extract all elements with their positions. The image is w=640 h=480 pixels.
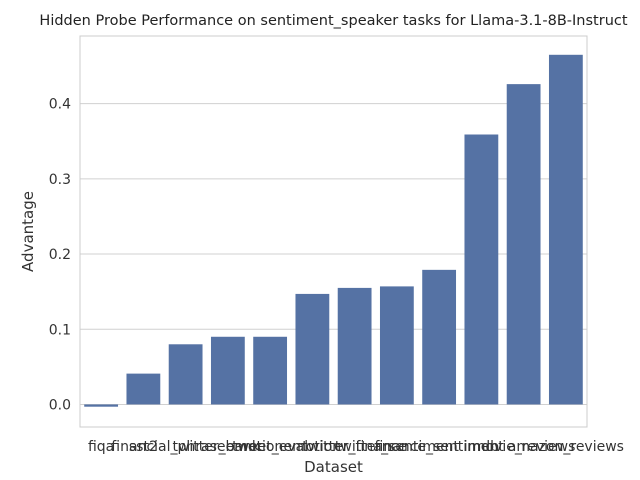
y-tick-label: 0.1	[49, 322, 71, 338]
bar-emotion	[295, 293, 330, 405]
chart-title: Hidden Probe Performance on sentiment_sp…	[39, 13, 627, 29]
x-tick-label: tweet_eval	[232, 439, 308, 455]
bar-amazon_reviews	[548, 54, 583, 405]
x-tick-label: twitter_emotion	[172, 439, 283, 455]
bar-tweet_eval	[253, 336, 288, 405]
x-tick-label: finance_sentiment	[375, 439, 505, 455]
bar-twitter_sentiment	[379, 286, 414, 405]
y-tick-labels: 0.0 0.1 0.2 0.3 0.4	[49, 97, 71, 414]
x-tick-label: twitter_sentiment	[335, 439, 459, 455]
bar-finance_sentiment	[422, 269, 457, 405]
x-tick-label: financial_phrasebank	[111, 439, 261, 455]
x-tick-label: amazon_reviews	[508, 439, 624, 455]
bar-twitter_finance	[337, 287, 372, 405]
grid-lines	[80, 103, 587, 405]
bar-fiqa	[84, 404, 119, 407]
x-tick-label: sst2	[129, 439, 158, 455]
bar-movie_reviews	[506, 84, 541, 405]
plot-frame	[79, 35, 588, 428]
bar-imdb	[464, 134, 499, 405]
bar-financial_phrasebank	[168, 344, 203, 405]
x-tick-label: twitter_finance	[302, 439, 407, 455]
x-tick-label: fiqa	[88, 439, 114, 455]
x-tick-label: movie_reviews	[472, 439, 576, 455]
x-tick-label: emotion	[284, 439, 342, 455]
bar-twitter_emotion	[210, 336, 245, 405]
x-tick-label: imdb	[464, 439, 499, 455]
x-tick-labels: fiqa sst2financial_phrasebanktwitter_emot…	[88, 439, 624, 455]
y-tick-label: 0.3	[49, 172, 71, 188]
bars	[84, 54, 583, 407]
y-tick-label: 0.2	[49, 247, 71, 263]
x-axis-label: Dataset	[304, 458, 363, 476]
bar-sst2	[126, 373, 161, 405]
y-tick-label: 0.0	[49, 397, 71, 413]
y-tick-label: 0.4	[49, 97, 71, 113]
y-axis-label: Advantage	[19, 191, 37, 272]
